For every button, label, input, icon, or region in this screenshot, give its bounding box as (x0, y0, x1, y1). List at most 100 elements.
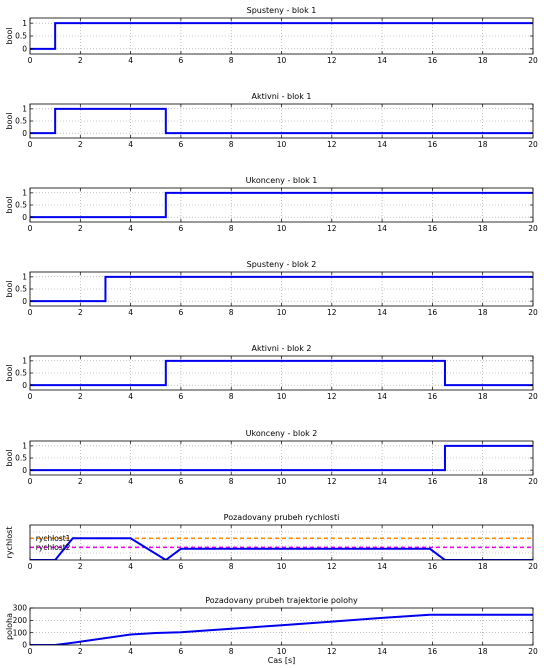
x-axis-label: Cas [s] (268, 656, 296, 665)
x-tick-label: 8 (229, 56, 234, 65)
x-tick-label: 14 (377, 56, 387, 65)
chart-title: Pozadovany prubeh trajektorie polohy (205, 596, 358, 605)
x-tick-label: 0 (28, 477, 33, 486)
y-axis-label: bool (5, 112, 14, 129)
chart-title: Ukonceny - blok 2 (246, 429, 318, 438)
x-tick-label: 8 (229, 477, 234, 486)
y-tick-label: 0 (22, 641, 27, 650)
x-tick-label: 4 (128, 392, 133, 401)
x-tick-label: 8 (229, 647, 234, 656)
x-tick-label: 20 (528, 56, 538, 65)
series-line-1 (30, 359, 533, 387)
series-line-1 (30, 22, 533, 50)
y-tick-label: 300 (13, 604, 28, 613)
x-tick-label: 12 (327, 392, 337, 401)
x-tick-label: 6 (179, 647, 184, 656)
y-tick-label: 0 (22, 213, 27, 222)
x-tick-label: 6 (179, 562, 184, 571)
y-axis-label: bool (5, 27, 14, 44)
x-tick-label: 10 (277, 140, 287, 149)
x-tick-label: 16 (428, 562, 438, 571)
x-tick-label: 4 (128, 56, 133, 65)
x-tick-label: 2 (78, 56, 83, 65)
y-tick-label: 100 (13, 628, 28, 637)
x-tick-label: 18 (478, 392, 488, 401)
x-tick-label: 8 (229, 562, 234, 571)
y-tick-label: 0 (22, 45, 27, 54)
x-tick-label: 4 (128, 308, 133, 317)
x-tick-label: 18 (478, 224, 488, 233)
x-tick-label: 8 (229, 392, 234, 401)
subplot-1: 0 2 4 6 8 10 12 14 16 18 20 0 0.5 1 Spusteny - blok 1 b… (5, 6, 538, 65)
x-tick-label: 14 (377, 477, 387, 486)
x-tick-label: 16 (428, 224, 438, 233)
y-tick-label: 0.5 (15, 285, 27, 294)
x-tick-label: 10 (277, 56, 287, 65)
x-tick-label: 18 (478, 56, 488, 65)
x-tick-label: 14 (377, 140, 387, 149)
x-tick-label: 16 (428, 140, 438, 149)
x-tick-label: 10 (277, 562, 287, 571)
chart-title: Pozadovany prubeh rychlosti (224, 513, 340, 522)
x-tick-label: 6 (179, 392, 184, 401)
y-axis-label: poloha (5, 613, 14, 640)
series-line-1 (30, 444, 533, 472)
y-axis-label: bool (5, 364, 14, 381)
x-tick-label: 14 (377, 392, 387, 401)
x-tick-label: 20 (528, 477, 538, 486)
y-tick-label: 1 (22, 357, 27, 366)
x-tick-label: 10 (277, 477, 287, 486)
x-tick-label: 2 (78, 477, 83, 486)
x-tick-label: 2 (78, 647, 83, 656)
x-tick-label: 20 (528, 224, 538, 233)
x-tick-label: 10 (277, 308, 287, 317)
y-tick-label: 0 (22, 466, 27, 475)
x-tick-label: 12 (327, 562, 337, 571)
y-tick-label: 1 (22, 273, 27, 282)
x-tick-label: 18 (478, 477, 488, 486)
y-tick-label: 1 (22, 105, 27, 114)
x-tick-label: 0 (28, 647, 33, 656)
chart-title: Spusteny - blok 1 (247, 6, 317, 15)
y-tick-label: 0.5 (15, 201, 27, 210)
x-tick-label: 18 (478, 140, 488, 149)
x-tick-label: 0 (28, 224, 33, 233)
y-axis-label: rychlost (5, 527, 14, 559)
y-tick-label: 0.5 (15, 369, 27, 378)
annotation-label: rychlost2 (36, 543, 71, 552)
subplot-5: 0 2 4 6 8 10 12 14 16 18 20 0 0.5 1 Aktivni - blok 2 bo… (5, 344, 538, 401)
x-tick-label: 10 (277, 647, 287, 656)
x-tick-label: 20 (528, 140, 538, 149)
x-tick-label: 8 (229, 308, 234, 317)
x-tick-label: 20 (528, 562, 538, 571)
x-tick-label: 16 (428, 647, 438, 656)
series-line-3 (30, 537, 533, 560)
x-tick-label: 0 (28, 562, 33, 571)
x-tick-label: 4 (128, 562, 133, 571)
series-line-1 (30, 107, 533, 135)
x-tick-label: 20 (528, 647, 538, 656)
axes-frame (29, 524, 534, 561)
x-tick-label: 12 (327, 56, 337, 65)
x-tick-label: 4 (128, 224, 133, 233)
x-tick-label: 4 (128, 140, 133, 149)
x-tick-label: 12 (327, 224, 337, 233)
x-tick-label: 6 (179, 140, 184, 149)
series-line-1 (30, 275, 533, 303)
x-tick-label: 12 (327, 647, 337, 656)
x-tick-label: 14 (377, 647, 387, 656)
x-tick-label: 18 (478, 308, 488, 317)
y-axis-label: bool (5, 280, 14, 297)
chart-title: Spusteny - blok 2 (247, 260, 317, 269)
x-tick-label: 16 (428, 392, 438, 401)
x-tick-label: 8 (229, 224, 234, 233)
subplot-7: 0 2 4 6 8 10 12 14 16 18 20 Pozadovany prubeh rychl… (5, 513, 538, 571)
y-tick-label: 0 (22, 297, 27, 306)
y-tick-label: 0 (22, 381, 27, 390)
x-tick-label: 12 (327, 308, 337, 317)
x-tick-label: 20 (528, 392, 538, 401)
x-tick-label: 0 (28, 392, 33, 401)
x-tick-label: 4 (128, 477, 133, 486)
y-axis-label: bool (5, 196, 14, 213)
